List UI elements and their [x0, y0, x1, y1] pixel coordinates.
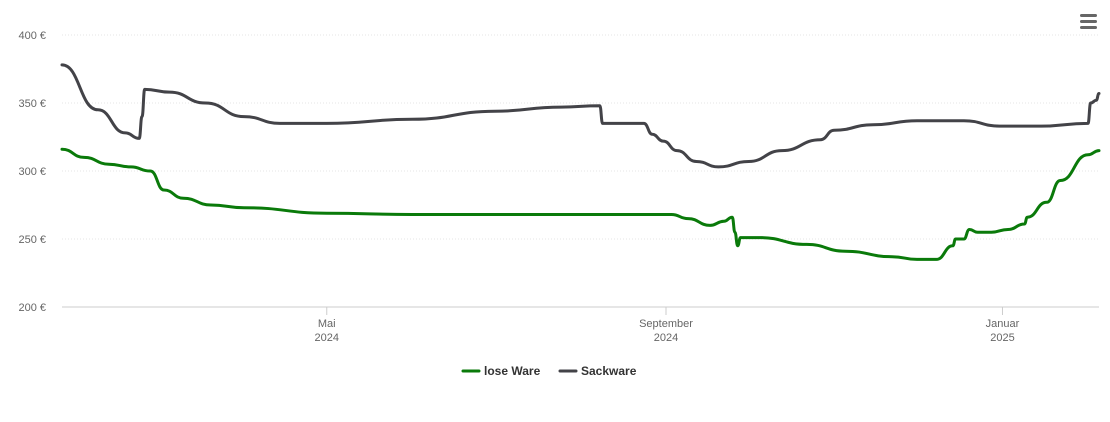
legend-item-lose-ware[interactable]: lose Ware — [461, 364, 541, 378]
series-lines — [60, 63, 1101, 261]
x-axis-labels: Mai 2024 September 2024 Januar 2025 — [315, 307, 1020, 344]
menu-icon[interactable] — [1080, 14, 1097, 29]
legend-label: lose Ware — [484, 364, 541, 378]
x-tick-year: 2024 — [315, 332, 339, 344]
legend-label: Sackware — [581, 364, 637, 378]
legend-item-sackware[interactable]: Sackware — [558, 364, 637, 378]
y-tick-label: 400 € — [18, 30, 46, 42]
x-tick-year: 2024 — [654, 332, 678, 344]
y-tick-label: 250 € — [18, 234, 46, 246]
x-tick-year: 2025 — [990, 332, 1014, 344]
legend: lose Ware Sackware — [461, 364, 637, 378]
y-tick-label: 200 € — [18, 302, 46, 314]
x-tick-label: Januar — [986, 318, 1020, 330]
series-line-sackware[interactable] — [60, 63, 1101, 169]
y-axis-labels: 200 € 250 € 300 € 350 € 400 € — [18, 30, 46, 314]
grid-lines — [62, 34, 1099, 240]
x-tick-label: Mai — [318, 318, 336, 330]
y-tick-label: 300 € — [18, 166, 46, 178]
series-line-lose-ware[interactable] — [60, 147, 1101, 261]
x-tick-label: September — [639, 318, 693, 330]
y-tick-label: 350 € — [18, 98, 46, 110]
